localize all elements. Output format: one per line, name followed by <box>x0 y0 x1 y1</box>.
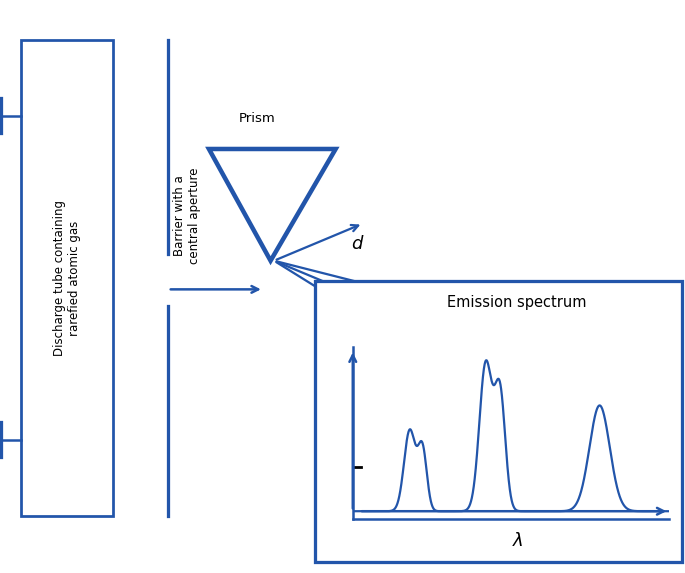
Text: $\lambda$: $\lambda$ <box>512 532 523 550</box>
Text: Emission spectrum: Emission spectrum <box>447 295 586 310</box>
Bar <box>402 312 447 341</box>
Text: $d$: $d$ <box>351 235 364 253</box>
Text: Barrier with a
central aperture: Barrier with a central aperture <box>173 168 201 264</box>
Bar <box>21 40 113 516</box>
Text: Detector: Detector <box>453 317 508 330</box>
Bar <box>315 281 682 562</box>
Text: Discharge tube containing
rarefied atomic gas: Discharge tube containing rarefied atomi… <box>53 200 81 356</box>
Text: Prism: Prism <box>238 112 275 125</box>
